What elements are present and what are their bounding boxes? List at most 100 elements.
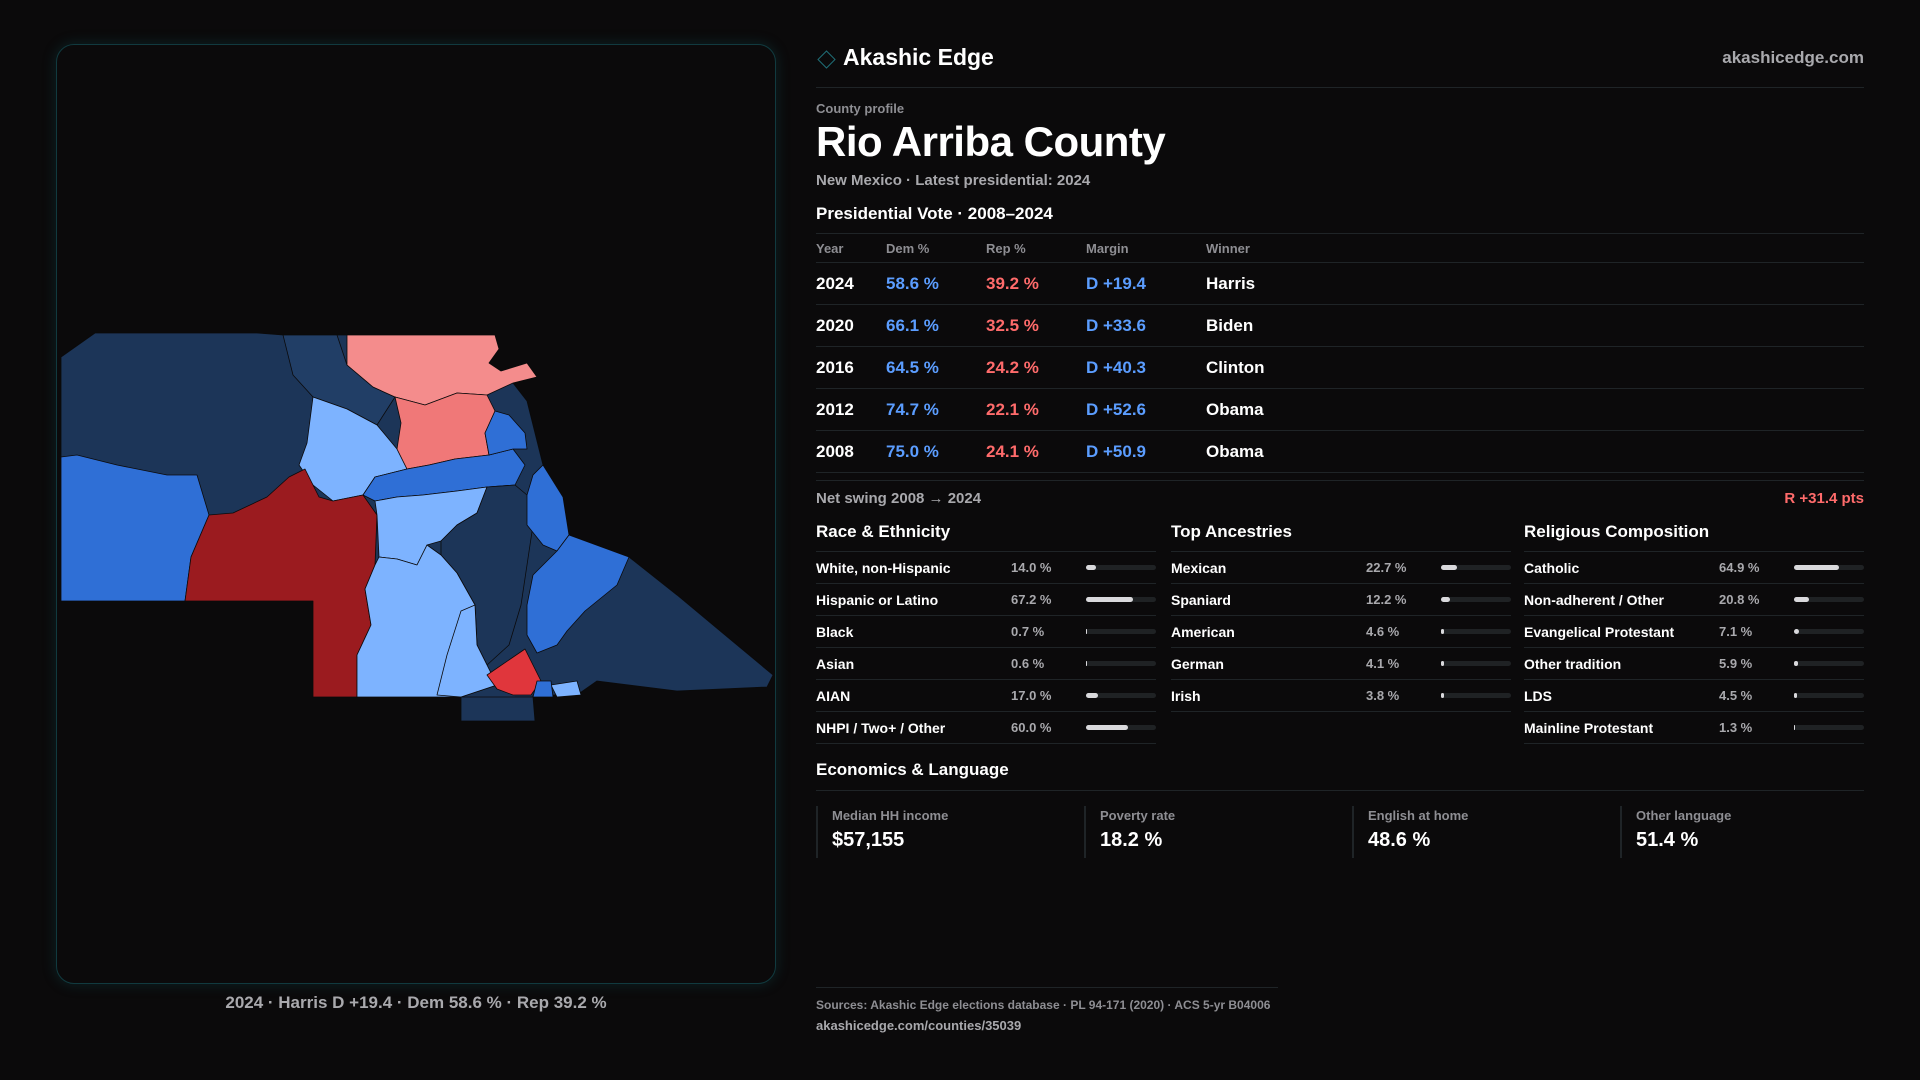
race-column: Race & Ethnicity White, non-Hispanic 14.… [816,522,1156,744]
row-winner: Clinton [1206,357,1265,377]
list-item: AIAN 17.0 % [816,680,1156,712]
county-url[interactable]: akashicedge.com/counties/35039 [816,1018,1022,1033]
table-row: 2012 74.7 % 22.1 % D +52.6 Obama [816,389,1864,431]
item-bar-fill [1086,597,1134,602]
list-item: Catholic 64.9 % [1524,552,1864,584]
precinct [526,534,630,654]
sources-divider [816,987,1278,988]
item-value: 3.8 % [1366,688,1400,703]
item-value: 5.9 % [1719,656,1753,671]
item-value: 4.1 % [1366,656,1400,671]
row-margin: D +19.4 [1086,273,1147,293]
item-bar-fill [1794,661,1799,666]
item-value: 0.7 % [1011,624,1045,639]
item-bar [1086,661,1156,666]
religion-title: Religious Composition [1524,522,1864,552]
list-item: LDS 4.5 % [1524,680,1864,712]
table-row: 2008 75.0 % 24.1 % D +50.9 Obama [816,431,1864,473]
item-bar [1794,725,1864,730]
precinct [60,454,210,602]
row-year: 2020 [816,315,854,335]
swing-label: Net swing 2008 → 2024 [816,490,982,507]
row-dem: 74.7 % [886,399,939,419]
brand-name: Akashic Edge [843,44,994,70]
item-bar-fill [1086,565,1096,570]
table-header: Year Dem % Rep % Margin Winner [816,233,1864,263]
list-item: German 4.1 % [1171,648,1511,680]
list-item: Spaniard 12.2 % [1171,584,1511,616]
row-year: 2024 [816,273,854,293]
item-bar [1794,565,1864,570]
item-label: American [1171,623,1235,640]
stat-value: 18.2 % [1100,829,1163,851]
row-winner: Biden [1206,315,1254,335]
item-bar [1441,565,1511,570]
item-label: Black [816,623,854,640]
precinct [282,334,396,426]
stat-card: Poverty rate 18.2 % [1084,806,1324,858]
stat-value: 48.6 % [1368,829,1431,851]
stat-label: Median HH income [832,808,949,823]
list-item: Other tradition 5.9 % [1524,648,1864,680]
list-item: White, non-Hispanic 14.0 % [816,552,1156,584]
stat-label: English at home [1368,808,1469,823]
precinct [486,648,542,696]
item-bar-fill [1441,565,1457,570]
row-margin: D +52.6 [1086,399,1147,419]
col-winner: Winner [1206,240,1250,256]
item-value: 17.0 % [1011,688,1052,703]
profile-panel: Akashic Edge akashicedge.com County prof… [816,0,1864,1080]
precinct-map [60,332,774,722]
item-label: White, non-Hispanic [816,559,951,576]
table-row: 2020 66.1 % 32.5 % D +33.6 Biden [816,305,1864,347]
list-item: American 4.6 % [1171,616,1511,648]
item-value: 1.3 % [1719,720,1753,735]
item-bar-fill [1794,725,1796,730]
page-subtitle: New Mexico · Latest presidential: 2024 [816,172,1091,189]
row-rep: 39.2 % [986,273,1039,293]
list-item: Mainline Protestant 1.3 % [1524,712,1864,744]
row-rep: 24.2 % [986,357,1039,377]
item-bar-fill [1794,693,1798,698]
swing-divider [816,480,1864,481]
item-label: Spaniard [1171,591,1231,608]
row-dem: 58.6 % [886,273,939,293]
item-bar [1441,629,1511,634]
ancestry-column: Top Ancestries Mexican 22.7 % Spaniard 1… [1171,522,1511,712]
item-bar-fill [1086,725,1128,730]
list-item: Asian 0.6 % [816,648,1156,680]
vote-table: Year Dem % Rep % Margin Winner 2024 58.6… [816,233,1864,473]
item-value: 0.6 % [1011,656,1045,671]
row-rep: 22.1 % [986,399,1039,419]
list-item: Non-adherent / Other 20.8 % [1524,584,1864,616]
item-bar-fill [1794,629,1799,634]
item-bar [1794,693,1864,698]
item-bar-fill [1441,629,1445,634]
item-value: 7.1 % [1719,624,1753,639]
row-winner: Obama [1206,399,1264,419]
precinct [484,410,528,456]
table-row: 2016 64.5 % 24.2 % D +40.3 Clinton [816,347,1864,389]
item-bar [1086,629,1156,634]
item-bar [1441,693,1511,698]
row-winner: Obama [1206,441,1264,461]
item-bar [1086,565,1156,570]
item-bar [1086,725,1156,730]
stat-value: $57,155 [832,829,905,851]
item-label: Non-adherent / Other [1524,591,1665,608]
item-bar [1441,597,1511,602]
item-bar-fill [1441,661,1444,666]
item-value: 4.6 % [1366,624,1400,639]
row-dem: 64.5 % [886,357,939,377]
item-value: 4.5 % [1719,688,1753,703]
stat-card: Median HH income $57,155 [816,806,1056,858]
item-label: NHPI / Two+ / Other [816,719,946,736]
stat-label: Poverty rate [1100,808,1176,823]
item-label: AIAN [816,687,851,704]
item-value: 14.0 % [1011,560,1052,575]
item-value: 22.7 % [1366,560,1407,575]
item-bar-fill [1086,661,1088,666]
precinct [526,464,570,552]
site-link[interactable]: akashicedge.com [1722,48,1864,67]
stat-card: English at home 48.6 % [1352,806,1592,858]
